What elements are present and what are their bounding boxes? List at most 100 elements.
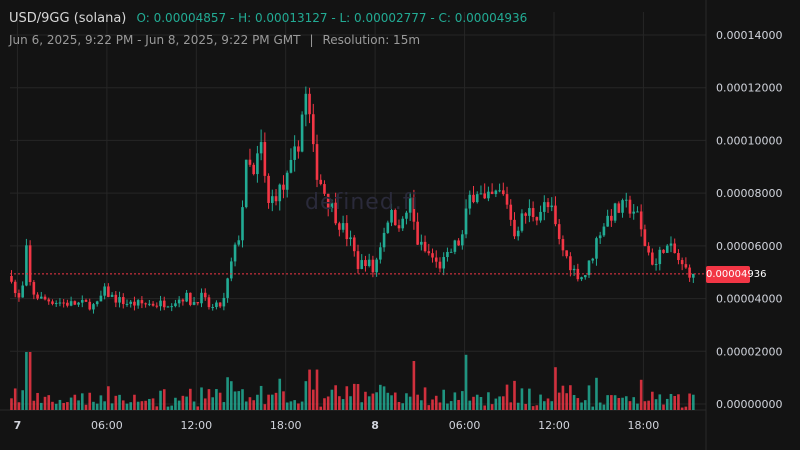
symbol-name[interactable]: USD/9GG (solana) bbox=[9, 11, 127, 26]
candle-body bbox=[39, 296, 43, 299]
candle-body bbox=[170, 306, 174, 308]
candle-body bbox=[136, 300, 140, 306]
volume-bar bbox=[613, 395, 617, 410]
volume-bar bbox=[673, 396, 677, 410]
volume-bar bbox=[274, 392, 278, 410]
volume-bar bbox=[494, 398, 498, 410]
candle-body bbox=[319, 179, 323, 185]
volume-bar bbox=[148, 398, 151, 410]
volume-bar bbox=[252, 400, 255, 410]
candle-body bbox=[386, 222, 390, 233]
candle-body bbox=[677, 253, 680, 261]
chart-header: USD/9GG (solana) O: 0.00004857 - H: 0.00… bbox=[9, 11, 527, 26]
volume-bar bbox=[408, 396, 412, 410]
volume-bar bbox=[69, 397, 73, 410]
chart-subheader: Jun 6, 2025, 9:22 PM - Jun 8, 2025, 9:22… bbox=[9, 33, 420, 47]
price-tick-label: 0.00014000 bbox=[716, 29, 782, 42]
candle-body bbox=[487, 191, 490, 199]
volume-bar bbox=[226, 377, 229, 410]
candle-body bbox=[502, 190, 505, 195]
candle-body bbox=[427, 251, 431, 254]
candle-body bbox=[565, 250, 568, 257]
candle-body bbox=[624, 199, 628, 201]
price-tick-label: 0.00012000 bbox=[716, 82, 782, 95]
volume-bar bbox=[610, 395, 613, 410]
candle-body bbox=[509, 204, 513, 220]
candle-body bbox=[162, 300, 166, 308]
candle-body bbox=[300, 114, 304, 152]
volume-bar bbox=[364, 391, 367, 410]
volume-bar bbox=[285, 402, 289, 410]
volume-bar bbox=[602, 404, 606, 410]
volume-bar bbox=[118, 394, 121, 410]
volume-bar bbox=[218, 392, 222, 410]
candle-body bbox=[308, 93, 311, 115]
candle-body bbox=[662, 249, 665, 253]
candle-body bbox=[360, 260, 364, 269]
candle-body bbox=[639, 211, 643, 230]
volume-bar bbox=[263, 404, 267, 410]
volume-bar bbox=[502, 396, 505, 410]
candle-body bbox=[479, 193, 483, 195]
time-tick-label: 7 bbox=[14, 419, 22, 432]
volume-bar bbox=[189, 388, 192, 410]
candle-body bbox=[643, 229, 647, 247]
volume-bar bbox=[271, 394, 274, 410]
volume-bar bbox=[677, 394, 680, 410]
candle-body bbox=[244, 159, 248, 208]
candle-body bbox=[468, 194, 472, 209]
volume-bar bbox=[509, 402, 513, 410]
candle-body bbox=[654, 264, 658, 266]
candle-body bbox=[539, 211, 542, 221]
candle-body bbox=[561, 239, 565, 251]
candle-body bbox=[420, 241, 423, 245]
candle-body bbox=[203, 292, 207, 298]
volume-bar bbox=[531, 406, 535, 410]
volume-bar bbox=[636, 403, 639, 410]
volume-bar bbox=[92, 401, 95, 410]
candle-body bbox=[349, 237, 352, 240]
volume-bar bbox=[282, 391, 285, 410]
volume-bar bbox=[669, 393, 673, 410]
price-axis[interactable]: 0.00014000 0.00012000 0.00010000 0.00008000… bbox=[716, 29, 782, 411]
candle-body bbox=[13, 281, 17, 294]
candle-body bbox=[192, 302, 196, 305]
volume-bar bbox=[438, 402, 442, 410]
volume-bar bbox=[107, 386, 110, 410]
volume-bar bbox=[542, 401, 546, 410]
candle-body bbox=[159, 300, 162, 307]
resolution-label[interactable]: Resolution: 15m bbox=[322, 33, 421, 47]
volume-bar bbox=[416, 394, 419, 410]
volume-bar bbox=[535, 405, 539, 410]
volume-bar bbox=[230, 381, 233, 410]
candle-body bbox=[54, 303, 58, 305]
candle-body bbox=[110, 294, 114, 297]
volume-bar bbox=[431, 399, 434, 410]
volume-bar bbox=[539, 394, 542, 410]
volume-bar bbox=[550, 401, 554, 410]
volume-bar bbox=[386, 392, 390, 410]
volume-bar bbox=[576, 398, 580, 410]
volume-bar bbox=[453, 392, 457, 410]
candle-body bbox=[248, 159, 252, 165]
candle-body bbox=[397, 225, 401, 229]
candle-body bbox=[617, 203, 621, 213]
volume-bar bbox=[10, 398, 13, 410]
candle-body bbox=[271, 196, 274, 203]
volume-bar bbox=[692, 394, 695, 410]
candle-body bbox=[43, 296, 47, 300]
candle-body bbox=[133, 301, 136, 306]
volume-bar bbox=[554, 367, 557, 410]
candle-body bbox=[371, 259, 375, 273]
volume-bar bbox=[375, 392, 378, 410]
volume-bar bbox=[233, 391, 237, 410]
candle-body bbox=[144, 303, 147, 305]
volume-bar bbox=[546, 398, 550, 410]
candle-body bbox=[483, 193, 486, 199]
time-axis[interactable]: 7 06:00 12:00 18:00 8 06:00 12:00 18:00 bbox=[14, 419, 660, 432]
candle-body bbox=[77, 302, 80, 305]
volume-bar bbox=[25, 352, 28, 410]
volume-bar bbox=[505, 384, 509, 410]
candle-body bbox=[464, 208, 468, 235]
